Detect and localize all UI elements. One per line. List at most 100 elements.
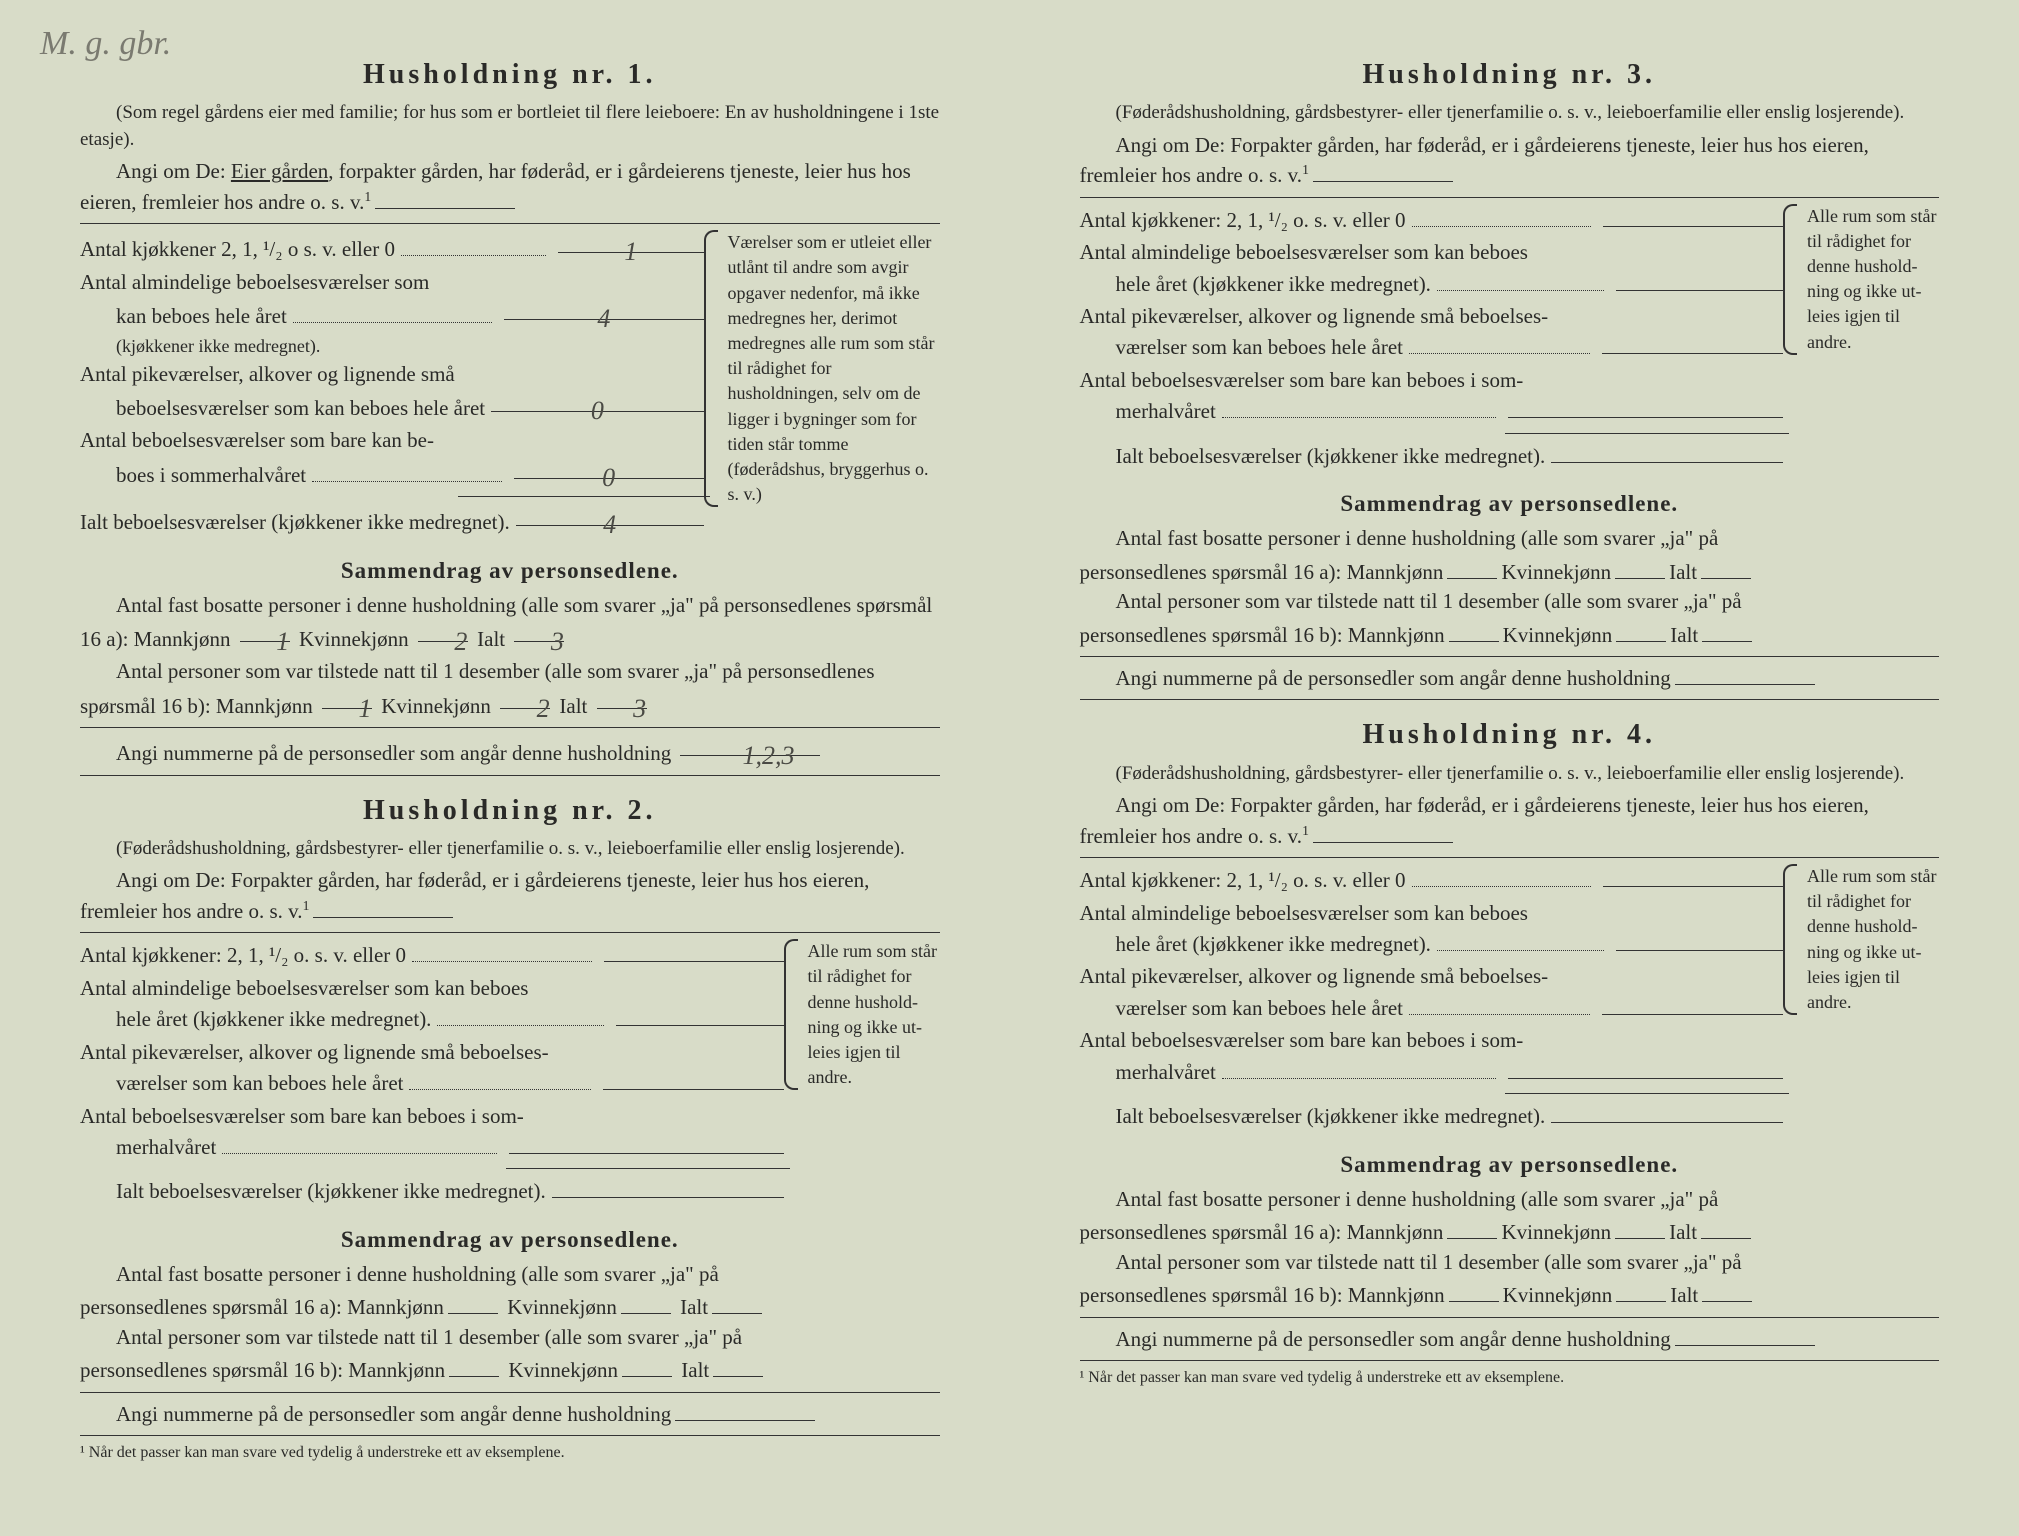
lbl: Antal beboelsesværelser som bare kan beb… [1080, 1026, 1790, 1055]
lbl: værelser som kan beboes hele året [1116, 994, 1403, 1023]
f [1615, 1217, 1665, 1239]
txt: personsedlenes spørsmål 16 b): Mannkjønn [1080, 623, 1445, 647]
divider [1505, 1093, 1789, 1094]
lbl: Kvinnekjønn [1501, 560, 1611, 584]
p1b: personsedlenes spørsmål 16 a): Mannkjønn… [1080, 1217, 1940, 1247]
h1-rooms2: Antal pikeværelser, alkover og lignende … [80, 360, 710, 424]
numrow: Angi nummerne på de personsedler som ang… [80, 1399, 940, 1429]
val: 2 [500, 687, 550, 709]
txt: personsedlenes spørsmål 16 b): Mannkjønn [80, 1358, 445, 1382]
sidenote-text: Værelser som er utleiet eller utlånt til… [728, 232, 935, 504]
dots [437, 1005, 604, 1026]
d [1437, 270, 1604, 291]
lbl: Ialt beboelsesværelser (kjøkkener ikke m… [1116, 442, 1546, 471]
txt: Alle rum som står til rådighet for denne… [1807, 206, 1936, 352]
val [552, 1175, 784, 1198]
divider [80, 775, 940, 776]
divider [80, 1392, 940, 1393]
lbl: Ialt [1670, 623, 1698, 647]
h4-sam-title: Sammendrag av personsedlene. [1080, 1149, 1940, 1181]
v [1603, 204, 1783, 227]
f [713, 1355, 763, 1377]
v [1551, 1100, 1783, 1123]
h1-rooms3: Antal beboelsesværelser som bare kan be-… [80, 426, 710, 490]
f [1702, 1280, 1752, 1302]
lbl: merhalvåret [1116, 397, 1216, 426]
txt: personsedlenes spørsmål 16 a): Mannkjønn [1080, 1220, 1444, 1244]
brace-icon [784, 939, 798, 1090]
txt: Alle rum som står til rådighet for denne… [1807, 866, 1936, 1012]
mc: Antal kjøkkener: 2, 1, ¹/₂ o. s. v. elle… [1080, 864, 1790, 1135]
lbl: værelser som kan beboes hele året [1116, 333, 1403, 362]
p2b: personsedlenes spørsmål 16 b): Mannkjønn… [1080, 1280, 1940, 1310]
hw: 2 [537, 694, 550, 723]
p2b: personsedlenes spørsmål 16 b): Mannkjønn… [1080, 620, 1940, 650]
li: Antal kjøkkener: 2, 1, ¹/₂ o. s. v. elle… [1080, 204, 1790, 235]
p1a: Antal fast bosatte personer i denne hush… [1080, 1185, 1940, 1214]
lbl: boes i sommerhalvåret [116, 461, 306, 490]
lbl: Ialt beboelsesværelser (kjøkkener ikke m… [1116, 1102, 1546, 1131]
val: 1 [558, 230, 703, 253]
brace-icon [1783, 864, 1797, 1015]
txt: Angi om De: Forpakter gården, har føderå… [1080, 793, 1869, 847]
sup1: 1 [364, 189, 371, 204]
f [1675, 1324, 1815, 1346]
s: værelser som kan beboes hele året [1080, 331, 1790, 362]
p1b: personsedlenes spørsmål 16 a): Mannkjønn… [1080, 557, 1940, 587]
txt: personsedlenes spørsmål 16 a): Mannkjønn [1080, 560, 1444, 584]
h2-rooms-main: Antal kjøkkener: 2, 1, ¹/₂ o. s. v. elle… [80, 939, 790, 1210]
h1-subtitle: (Som regel gårdens eier med familie; for… [80, 100, 940, 153]
s: hele året (kjøkkener ikke medregnet). [1080, 928, 1790, 959]
r3: Antal beboelsesværelser som bare kan beb… [1080, 366, 1790, 427]
f [712, 1292, 762, 1314]
h1-sam-p2: Antal personer som var tilstede natt til… [80, 657, 940, 721]
h3-subtitle: (Føderådshusholdning, gårdsbestyrer- ell… [1080, 100, 1940, 127]
r1: Antal almindelige beboelsesværelser som … [1080, 238, 1790, 299]
lbl: Antal beboelsesværelser som bare kan beb… [1080, 366, 1790, 395]
f [1701, 1217, 1751, 1239]
brace-icon [1783, 204, 1797, 355]
h3-rooms-row: Antal kjøkkener: 2, 1, ¹/₂ o. s. v. elle… [1080, 204, 1940, 475]
val: 0 [514, 456, 704, 479]
hw: 1 [624, 237, 637, 266]
f [1675, 663, 1815, 685]
fill [313, 896, 453, 918]
mc: Antal kjøkkener: 2, 1, ¹/₂ o. s. v. elle… [1080, 204, 1790, 475]
left-page: M. g. gbr. Husholdning nr. 1. (Som regel… [30, 40, 1010, 1496]
lbl: Antal almindelige beboelsesværelser som … [80, 974, 790, 1003]
hw: 1 [276, 627, 289, 656]
f [1447, 1217, 1497, 1239]
numrow: Angi nummerne på de personsedler som ang… [1080, 1324, 1940, 1354]
footnote-left: ¹ Når det passer kan man svare ved tydel… [80, 1442, 940, 1464]
val: 2 [418, 620, 468, 642]
h1-rooms1: Antal almindelige beboelsesværelser som … [80, 268, 710, 360]
s: merhalvåret [1080, 1056, 1790, 1087]
f [1449, 620, 1499, 642]
hw: 3 [633, 694, 646, 723]
lbl: Ialt beboelsesværelser (kjøkkener ikke m… [80, 508, 510, 537]
divider [1080, 197, 1940, 198]
right-page: Husholdning nr. 3. (Føderådshusholdning,… [1010, 40, 1990, 1496]
f [1313, 821, 1453, 843]
v [1603, 864, 1783, 887]
d [1409, 994, 1590, 1015]
lbl: merhalvåret [116, 1133, 216, 1162]
sub: hele året (kjøkkener ikke medregnet). [80, 1003, 790, 1034]
dots [401, 235, 546, 256]
val: 1,2,3 [680, 734, 820, 756]
val [509, 1131, 784, 1154]
hw: 3 [551, 627, 564, 656]
f [1701, 557, 1751, 579]
note: (kjøkkener ikke medregnet). [80, 334, 710, 359]
lbl: Antal almindelige beboelsesværelser som … [1080, 899, 1790, 928]
lbl: Kvinnekjønn [299, 627, 409, 651]
h2-instruct: Angi om De: Forpakter gården, har føderå… [80, 866, 940, 926]
lbl: hele året (kjøkkener ikke medregnet). [1116, 270, 1431, 299]
val: 3 [514, 620, 564, 642]
f [621, 1292, 671, 1314]
lbl: kan beboes hele året [116, 302, 287, 331]
divider [506, 1168, 790, 1169]
f [622, 1355, 672, 1377]
lbl: Antal almindelige beboelsesværelser som [80, 268, 710, 297]
h1-rooms-main: Antal kjøkkener 2, 1, ¹/₂ o s. v. eller … [80, 230, 710, 540]
